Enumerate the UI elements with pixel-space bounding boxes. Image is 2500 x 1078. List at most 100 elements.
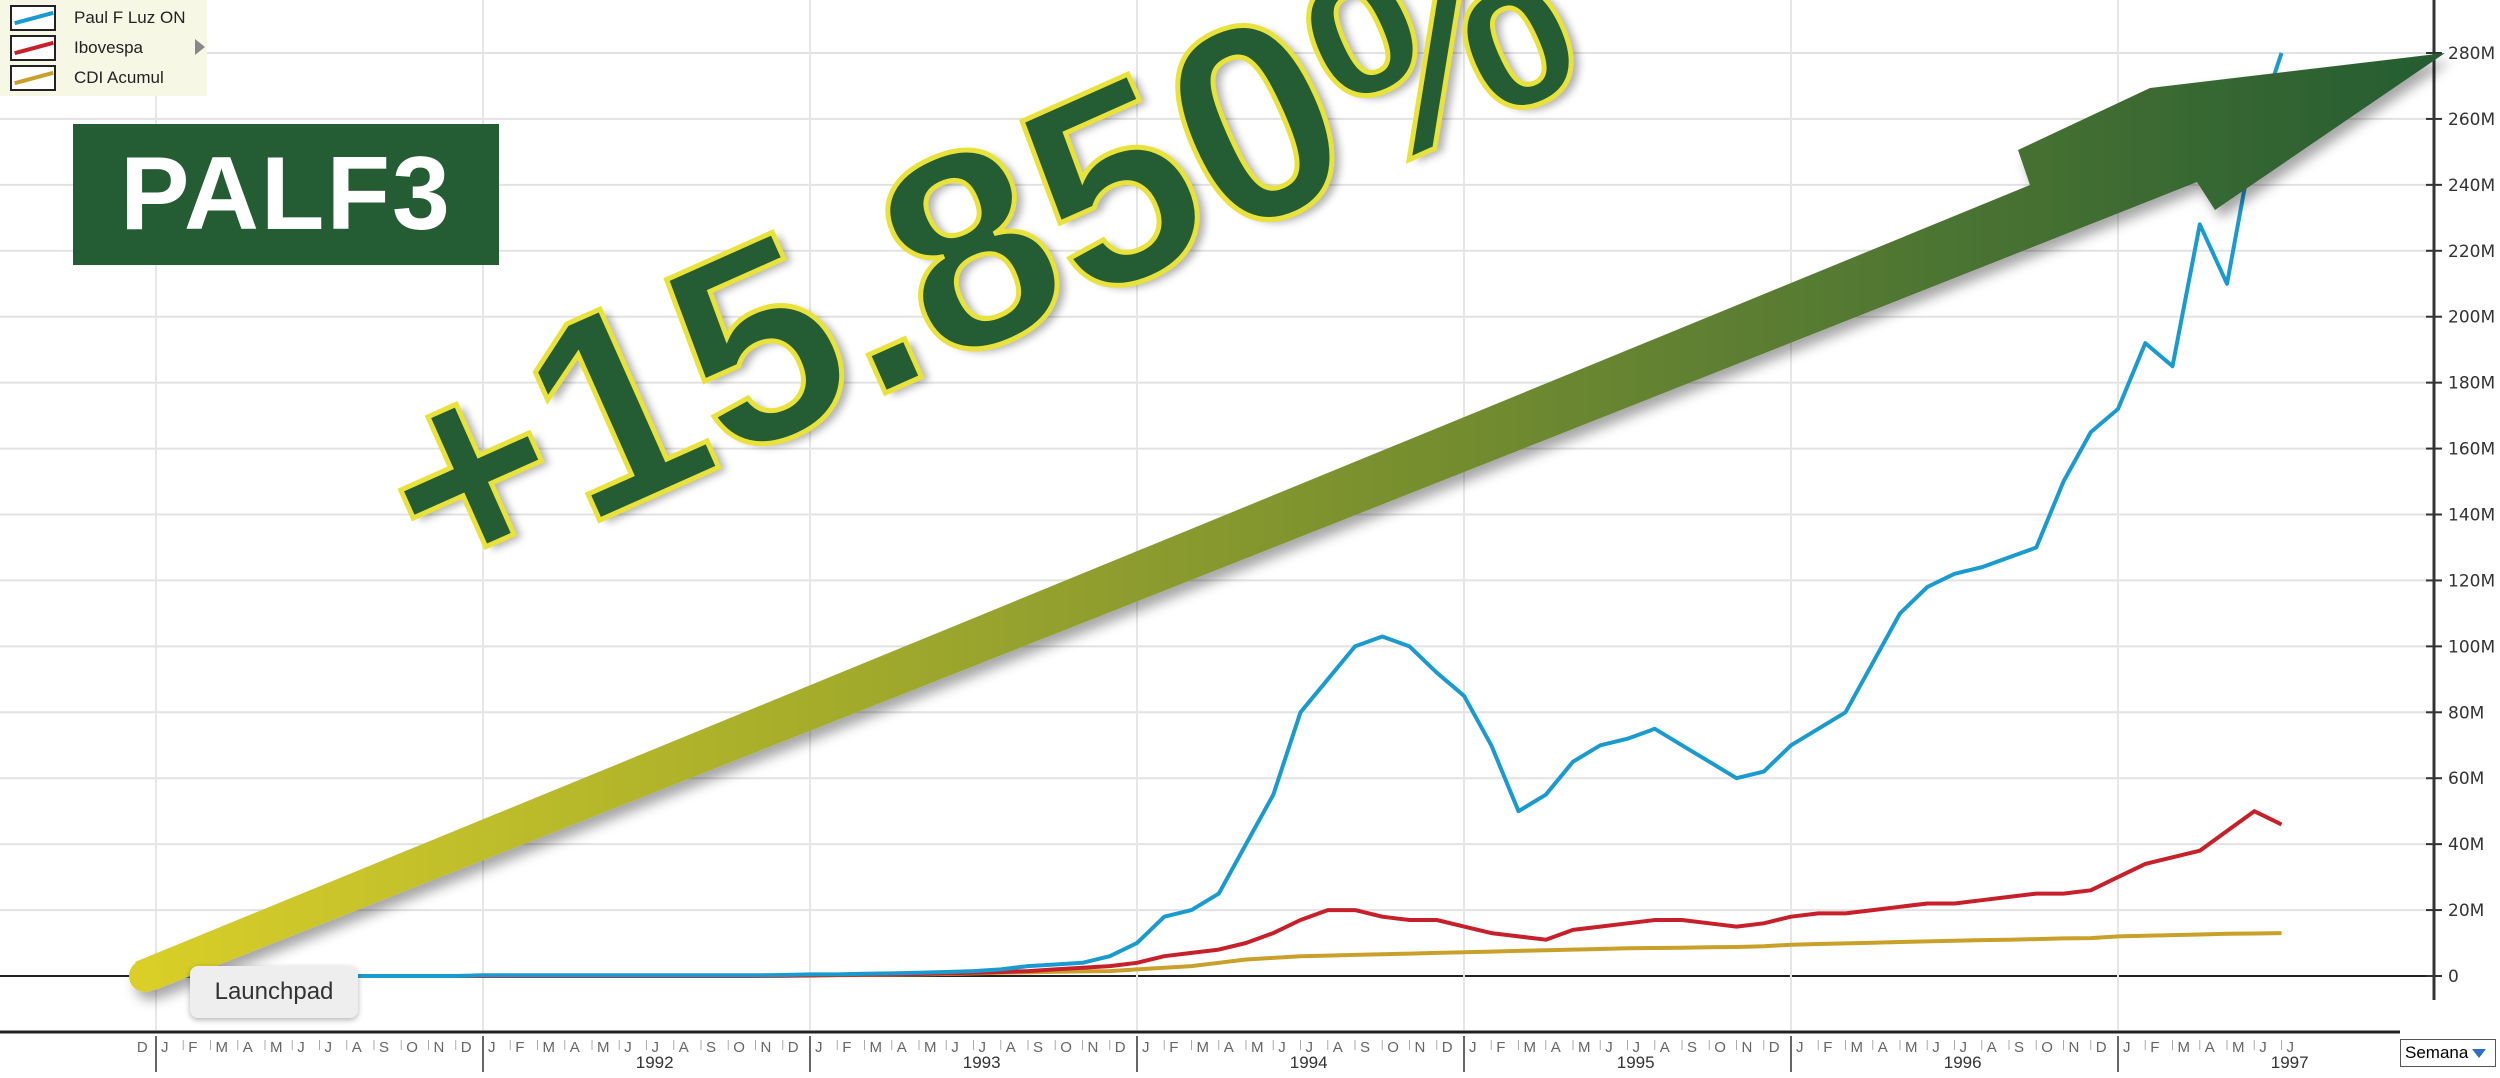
series-lines — [156, 52, 2284, 978]
x-year-label: 1992 — [636, 1053, 674, 1072]
x-month-label: M — [1851, 1039, 1864, 1056]
y-tick-label: 240M — [2448, 176, 2495, 196]
x-month-label: N — [1742, 1039, 1753, 1056]
x-month-label: M — [1905, 1039, 1918, 1056]
y-tick-label: 20M — [2448, 901, 2484, 921]
x-month-label: F — [1496, 1039, 1505, 1056]
y-tick-label: 40M — [2448, 835, 2484, 855]
x-month-label: J — [1306, 1039, 1314, 1056]
launchpad-tooltip: Launchpad — [190, 966, 358, 1018]
x-month-label: O — [1714, 1039, 1726, 1056]
x-month-label: M — [597, 1039, 610, 1056]
x-month-label: A — [1333, 1039, 1343, 1056]
y-tick-label: 60M — [2448, 769, 2484, 789]
x-month-label: M — [2178, 1039, 2191, 1056]
line-swatch-icon — [10, 35, 56, 61]
x-month-label: F — [2150, 1039, 2159, 1056]
x-month-label: A — [2205, 1039, 2215, 1056]
line-swatch-icon — [10, 5, 56, 31]
legend-item-ibovespa[interactable]: Ibovespa — [10, 34, 143, 62]
x-month-label: J — [1932, 1039, 1940, 1056]
legend-label: Paul F Luz ON — [74, 8, 186, 27]
x-month-label: M — [543, 1039, 556, 1056]
y-tick-label: 220M — [2448, 242, 2495, 262]
x-month-label: M — [216, 1039, 229, 1056]
legend-item-cdi[interactable]: CDI Acumul — [10, 64, 164, 92]
x-month-label: O — [406, 1039, 418, 1056]
x-month-label: S — [1687, 1039, 1697, 1056]
ticker-badge: PALF3 — [73, 124, 499, 265]
x-month-label: S — [2014, 1039, 2024, 1056]
x-month-label: J — [815, 1039, 823, 1056]
y-tick-label: 120M — [2448, 571, 2495, 591]
legend-label: Ibovespa — [74, 38, 143, 57]
x-month-label: S — [379, 1039, 389, 1056]
x-month-label: J — [161, 1039, 169, 1056]
legend-item-paul-f-luz[interactable]: Paul F Luz ON — [10, 4, 186, 32]
x-month-label: A — [243, 1039, 253, 1056]
trend-arrow — [129, 53, 2445, 992]
y-tick-label: 180M — [2448, 374, 2495, 394]
x-month-label: J — [297, 1039, 305, 1056]
x-month-label: F — [1169, 1039, 1178, 1056]
y-tick-label: 200M — [2448, 308, 2495, 328]
x-month-label: N — [434, 1039, 445, 1056]
x-month-label: A — [1660, 1039, 1670, 1056]
x-month-label: J — [652, 1039, 660, 1056]
x-month-label: O — [733, 1039, 745, 1056]
x-month-label: J — [488, 1039, 496, 1056]
x-month-label: J — [2259, 1039, 2267, 1056]
x-month-label: F — [188, 1039, 197, 1056]
x-month-label: J — [2123, 1039, 2131, 1056]
x-month-label: D — [1769, 1039, 1780, 1056]
x-month-label: O — [2041, 1039, 2053, 1056]
x-month-label: J — [1796, 1039, 1804, 1056]
x-month-label: J — [1469, 1039, 1477, 1056]
x-month-label: M — [1524, 1039, 1537, 1056]
x-month-label: M — [2232, 1039, 2245, 1056]
arrow-icon — [135, 53, 2445, 990]
x-month-label: A — [1551, 1039, 1561, 1056]
x-month-label: N — [1415, 1039, 1426, 1056]
x-month-label: S — [1033, 1039, 1043, 1056]
x-month-label: J — [1142, 1039, 1150, 1056]
y-tick-label: 140M — [2448, 506, 2495, 526]
x-month-label: A — [352, 1039, 362, 1056]
y-tick-label: 160M — [2448, 440, 2495, 460]
x-month-label: F — [1823, 1039, 1832, 1056]
x-month-label: S — [1360, 1039, 1370, 1056]
x-month-label: O — [1060, 1039, 1072, 1056]
x-year-label: 1997 — [2271, 1053, 2309, 1072]
x-month-label: M — [870, 1039, 883, 1056]
y-tick-label: 280M — [2448, 44, 2495, 64]
x-year-label: 1995 — [1617, 1053, 1655, 1072]
x-month-label: M — [1197, 1039, 1210, 1056]
x-month-label: F — [515, 1039, 524, 1056]
x-month-label: J — [1960, 1039, 1968, 1056]
x-month-label: D — [461, 1039, 472, 1056]
x-year-label: 1996 — [1944, 1053, 1982, 1072]
expand-arrow-icon[interactable] — [195, 39, 205, 55]
x-month-label: A — [570, 1039, 580, 1056]
period-select[interactable]: Semana — [2400, 1039, 2496, 1067]
x-month-label: A — [1006, 1039, 1016, 1056]
x-month-label: M — [1251, 1039, 1264, 1056]
line-swatch-icon — [10, 65, 56, 91]
x-month-label: N — [1088, 1039, 1099, 1056]
x-month-label: J — [2287, 1039, 2295, 1056]
x-month-label: J — [979, 1039, 987, 1056]
x-month-label: A — [1987, 1039, 1997, 1056]
x-month-label: J — [1633, 1039, 1641, 1056]
x-month-label: A — [1878, 1039, 1888, 1056]
x-month-label: J — [624, 1039, 632, 1056]
legend: Paul F Luz ON Ibovespa CDI Acumul — [0, 0, 207, 96]
x-month-label: D — [2096, 1039, 2107, 1056]
x-month-label: J — [951, 1039, 959, 1056]
x-month-label: J — [1278, 1039, 1286, 1056]
chevron-down-icon — [2472, 1048, 2487, 1058]
series-line-cdi-acumul — [156, 931, 2282, 978]
period-value: Semana — [2405, 1043, 2469, 1062]
x-month-label: D — [1115, 1039, 1126, 1056]
x-month-label: D — [1442, 1039, 1453, 1056]
